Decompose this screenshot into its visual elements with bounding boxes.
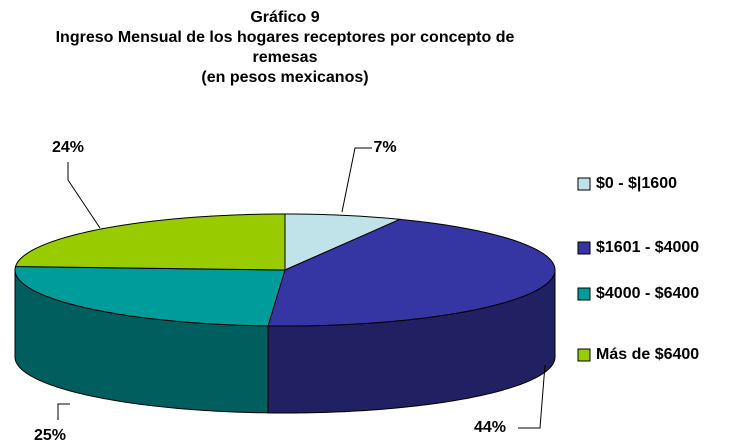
chart-note: (en pesos mexicanos) [201,69,369,86]
chart-title: Gráfico 9 [250,9,320,26]
leader-line [67,162,101,229]
legend-label: $1601 - $4000 [596,239,699,256]
legend-label: $0 - $|1600 [596,175,677,192]
legend-swatch [577,287,591,301]
data-label: 7% [373,139,396,156]
legend-swatch [577,241,591,255]
leader-line [518,364,546,429]
slice [267,218,556,327]
leader-line [341,147,372,213]
title-block: Gráfico 9 Ingreso Mensual de los hogares… [25,8,545,88]
legend-label: Más de $6400 [596,346,699,363]
data-label: 24% [52,139,84,156]
legend-swatch [577,348,591,362]
slice [14,213,286,271]
leader-line [57,403,70,420]
data-label: 25% [34,427,66,442]
legend-label: $4000 - $6400 [596,285,699,302]
slice [14,265,286,327]
slice [284,213,402,271]
chart-subtitle: Ingreso Mensual de los hogares receptore… [55,29,515,66]
data-label: 44% [474,419,506,436]
legend-swatch [577,177,591,191]
